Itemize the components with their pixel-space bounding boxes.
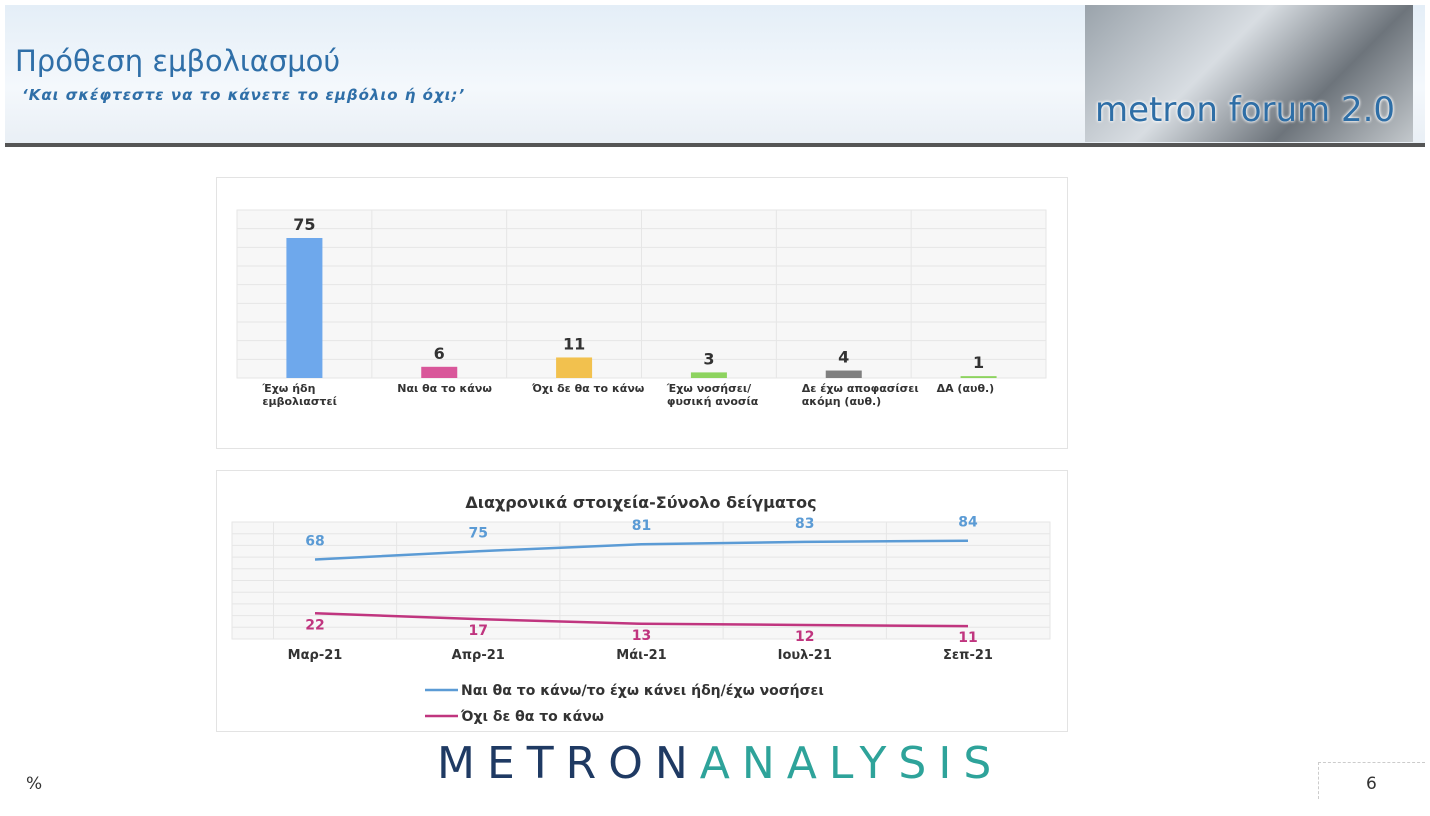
chart-title: Διαχρονικά στοιχεία-Σύνολο δείγματος bbox=[465, 493, 816, 512]
value-label: 12 bbox=[795, 629, 814, 645]
value-label: 84 bbox=[958, 515, 978, 531]
x-tick-label: Μάι-21 bbox=[616, 648, 666, 663]
page-number: 6 bbox=[1366, 774, 1377, 794]
header-rule bbox=[5, 143, 1425, 147]
x-tick-label: Όχι δε θα το κάνω bbox=[532, 382, 645, 395]
value-label: 83 bbox=[795, 516, 814, 532]
page-box bbox=[1318, 762, 1425, 799]
x-tick-label: Έχω νοσήσει/ φυσική ανοσία bbox=[666, 382, 759, 408]
x-tick-label: Ιουλ-21 bbox=[778, 648, 832, 663]
line bbox=[314, 539, 969, 561]
brand-right: ANALYSIS bbox=[699, 738, 1004, 789]
x-tick-label: Μαρ-21 bbox=[288, 648, 343, 663]
subtitle: ‘Και σκέφτεστε να το κάνετε το εμβόλιο ή… bbox=[22, 86, 466, 104]
value-label: 11 bbox=[958, 630, 977, 646]
x-tick-label: Απρ-21 bbox=[452, 648, 505, 663]
x-tick-label: Ναι θα το κάνω bbox=[397, 382, 492, 395]
logo bbox=[1085, 5, 1413, 142]
value-label: 75 bbox=[293, 215, 315, 234]
bar bbox=[556, 357, 593, 378]
brand: METRONANALYSIS bbox=[437, 738, 1003, 789]
value-label: 68 bbox=[305, 533, 324, 549]
bar bbox=[690, 372, 727, 378]
value-label: 6 bbox=[434, 344, 445, 363]
brand-left: METRON bbox=[437, 738, 700, 789]
x-tick-label: Έχω ήδη εμβολιαστεί bbox=[262, 382, 337, 408]
bar bbox=[286, 238, 323, 378]
value-label: 17 bbox=[469, 623, 488, 639]
bar bbox=[960, 376, 997, 378]
x-tick-label: Σεπ-21 bbox=[943, 648, 993, 663]
value-label: 75 bbox=[469, 525, 488, 541]
value-label: 22 bbox=[305, 617, 324, 633]
value-label: 13 bbox=[632, 628, 651, 644]
x-tick-label: ΔΑ (αυθ.) bbox=[936, 382, 995, 395]
value-label: 11 bbox=[563, 334, 585, 353]
unit: % bbox=[26, 774, 43, 794]
value-label: 1 bbox=[973, 353, 984, 372]
bar bbox=[421, 366, 458, 378]
line-panel bbox=[216, 470, 1068, 732]
value-label: 4 bbox=[838, 348, 849, 367]
value-label: 81 bbox=[632, 518, 651, 534]
bar bbox=[825, 370, 862, 378]
x-tick-label: Δε έχω αποφασίσει ακόμη (αυθ.) bbox=[801, 382, 919, 408]
legend-label: Ναι θα το κάνω/το έχω κάνει ήδη/έχω νοσή… bbox=[461, 683, 824, 699]
logo-text: metron forum 2.0 bbox=[1095, 90, 1396, 130]
line bbox=[314, 612, 969, 628]
bar-panel bbox=[216, 177, 1068, 449]
title: Πρόθεση εμβολιασμού bbox=[15, 44, 341, 78]
value-label: 3 bbox=[703, 349, 714, 368]
legend-label: Όχι δε θα το κάνω bbox=[460, 709, 604, 725]
